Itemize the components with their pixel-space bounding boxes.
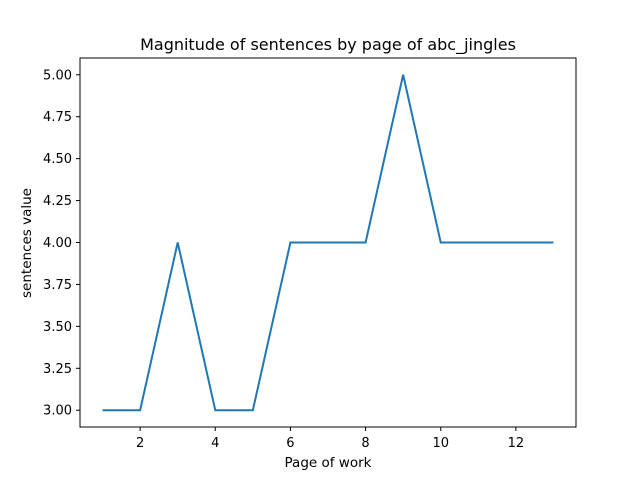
x-tick-label: 12 — [508, 436, 525, 451]
y-tick-label: 3.25 — [43, 362, 72, 377]
x-tick-label: 8 — [361, 436, 369, 451]
series-layer — [102, 74, 554, 412]
series-line — [102, 74, 554, 412]
y-axis-ticks: 3.00 3.25 3.50 3.75 4.00 4.25 4.50 4.75 5.00 — [43, 68, 80, 419]
y-tick-label: 4.75 — [43, 110, 72, 125]
plot-area-frame — [79, 57, 577, 428]
x-axis-ticks: 2 4 6 8 10 12 — [136, 427, 524, 451]
y-tick-label: 3.75 — [43, 278, 72, 293]
y-tick-label: 3.00 — [43, 404, 72, 419]
y-tick-label: 4.25 — [43, 194, 72, 209]
y-tick-label: 4.00 — [43, 236, 72, 251]
x-tick-label: 10 — [432, 436, 449, 451]
y-tick-label: 3.50 — [43, 320, 72, 335]
x-tick-label: 4 — [211, 436, 219, 451]
y-tick-label: 4.50 — [43, 152, 72, 167]
x-tick-label: 2 — [136, 436, 144, 451]
x-axis-label: Page of work — [285, 455, 372, 471]
x-tick-label: 6 — [286, 436, 294, 451]
chart-title: Magnitude of sentences by page of abc_ji… — [140, 35, 516, 55]
y-tick-label: 5.00 — [43, 68, 72, 83]
y-axis-label: sentences value — [19, 188, 35, 298]
